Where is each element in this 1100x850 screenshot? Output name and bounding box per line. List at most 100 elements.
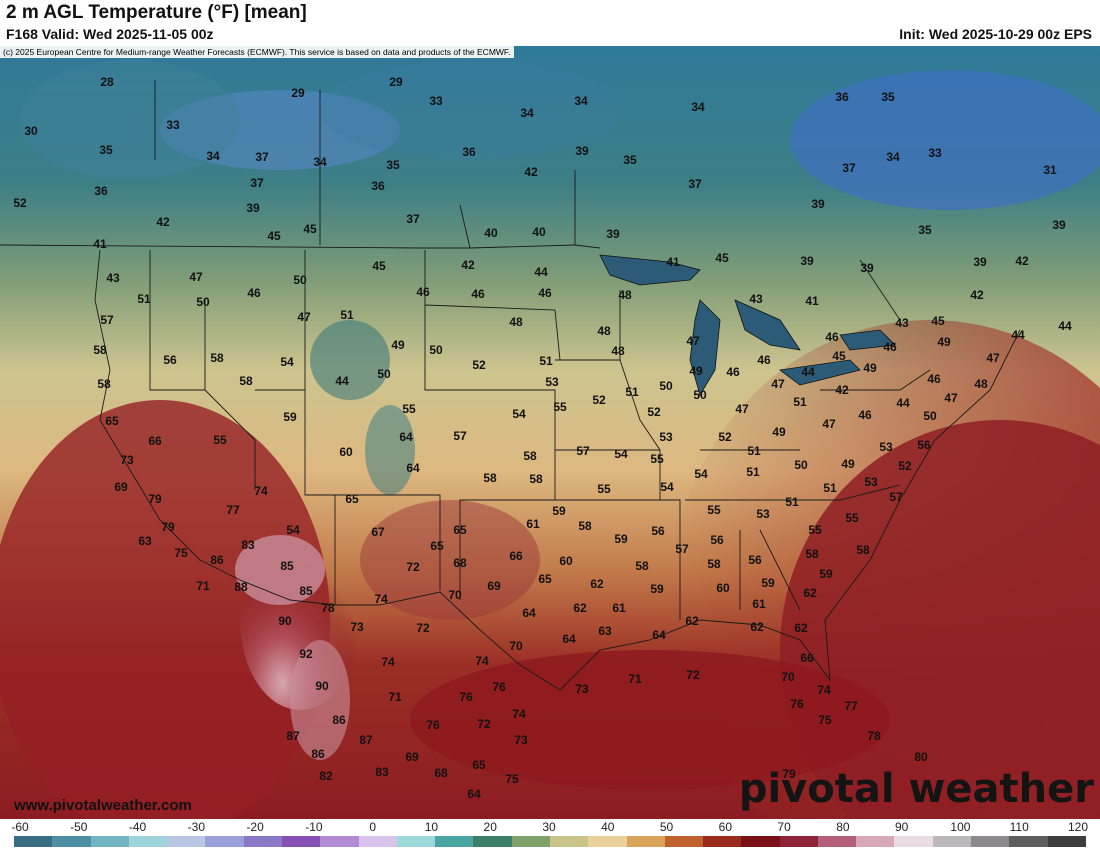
temperature-label: 58: [93, 343, 107, 357]
temperature-label: 37: [255, 150, 269, 164]
temperature-label: 51: [747, 444, 761, 458]
temperature-label: 50: [794, 458, 808, 472]
temperature-label: 88: [234, 580, 248, 594]
temperature-label: 36: [94, 184, 108, 198]
colorbar-segment: [52, 836, 91, 847]
temperature-label: 57: [453, 429, 467, 443]
temperature-label: 47: [771, 377, 785, 391]
temperature-label: 65: [105, 414, 119, 428]
temperature-label: 72: [406, 560, 420, 574]
temperature-label: 56: [651, 524, 665, 538]
temperature-label: 70: [448, 588, 462, 602]
temperature-label: 73: [120, 453, 134, 467]
temperature-label: 69: [487, 579, 501, 593]
borders: [0, 80, 1021, 691]
colorbar-tick-label: 30: [542, 820, 556, 834]
temperature-label: 44: [1011, 328, 1025, 342]
temperature-label: 34: [574, 94, 588, 108]
temperature-label: 67: [371, 525, 385, 539]
temperature-label: 34: [886, 150, 900, 164]
temperature-label: 48: [611, 344, 625, 358]
temperature-label: 77: [844, 699, 858, 713]
temperature-label: 51: [340, 308, 354, 322]
temperature-label: 60: [716, 581, 730, 595]
temperature-label: 37: [406, 212, 420, 226]
temperature-label: 51: [137, 292, 151, 306]
temperature-label: 42: [835, 383, 849, 397]
temperature-label: 49: [937, 335, 951, 349]
temperature-label: 50: [429, 343, 443, 357]
temperature-label: 69: [114, 480, 128, 494]
temperature-label: 41: [93, 237, 107, 251]
temperature-label: 35: [918, 223, 932, 237]
temperature-label: 50: [293, 273, 307, 287]
colorbar-labels: -60 -50 -40 -30 -20 -10 0 10 20 30 40 50 60 70 80 90 100…: [0, 819, 1100, 835]
temperature-label: 54: [614, 447, 628, 461]
temperature-label: 63: [138, 534, 152, 548]
temperature-label: 74: [381, 655, 395, 669]
temperature-label: 58: [523, 449, 537, 463]
temperature-label: 50: [923, 409, 937, 423]
temperature-map[interactable]: 28 29 29 33 34 34 36 35 33 34 30 35 34 37 34 35 36 39 35 34…: [0, 46, 1100, 819]
colorbar-segment: [167, 836, 206, 847]
temperature-label: 49: [391, 338, 405, 352]
temperature-label: 49: [841, 457, 855, 471]
temperature-label: 44: [896, 396, 910, 410]
temperature-label: 79: [148, 492, 162, 506]
temperature-label: 29: [291, 86, 305, 100]
temperature-label: 55: [808, 523, 822, 537]
temperature-label: 40: [484, 226, 498, 240]
map-title: 2 m AGL Temperature (°F) [mean]: [6, 2, 307, 23]
temperature-label: 60: [339, 445, 353, 459]
temperature-label: 52: [647, 405, 661, 419]
temperature-label: 34: [313, 155, 327, 169]
temperature-label: 75: [818, 713, 832, 727]
temperature-label: 45: [372, 259, 386, 273]
temperature-label: 43: [106, 271, 120, 285]
temperature-label: 58: [707, 557, 721, 571]
colorbar-tick-label: -40: [128, 820, 147, 834]
temperature-label: 70: [509, 639, 523, 653]
temperature-label: 47: [686, 334, 700, 348]
temperature-label: 42: [461, 258, 475, 272]
temperature-label: 78: [867, 729, 881, 743]
colorbar-segment: [856, 836, 895, 847]
temperature-label: 57: [889, 490, 903, 504]
temperature-label: 35: [99, 143, 113, 157]
temperature-label: 53: [864, 475, 878, 489]
website-link[interactable]: www.pivotalweather.com: [14, 797, 192, 814]
temperature-label: 59: [650, 582, 664, 596]
temperature-label: 49: [689, 364, 703, 378]
colorbar-segment: [14, 836, 53, 847]
temperature-label: 46: [883, 340, 897, 354]
temperature-label: 48: [618, 288, 632, 302]
temperature-label: 82: [319, 769, 333, 783]
temperature-label: 44: [801, 365, 815, 379]
colorbar-segment: [358, 836, 397, 847]
temperature-label: 72: [477, 717, 491, 731]
temperature-label: 47: [986, 351, 1000, 365]
temperature-label: 92: [299, 647, 313, 661]
temperature-label: 59: [552, 504, 566, 518]
temperature-label: 58: [635, 559, 649, 573]
temperature-label: 33: [166, 118, 180, 132]
temperature-label: 59: [761, 576, 775, 590]
temperature-label: 52: [592, 393, 606, 407]
colorbar-tick-label: 110: [1009, 820, 1029, 834]
temperature-label: 34: [206, 149, 220, 163]
colorbar-segment: [741, 836, 780, 847]
temperature-label: 73: [514, 733, 528, 747]
temperature-label: 57: [576, 444, 590, 458]
temperature-label: 52: [718, 430, 732, 444]
colorbar-segment: [511, 836, 550, 847]
temperature-label: 45: [303, 222, 317, 236]
temperature-label: 59: [819, 567, 833, 581]
temperature-label: 74: [817, 683, 831, 697]
temperature-label: 51: [625, 385, 639, 399]
temperature-label: 39: [800, 254, 814, 268]
temperature-label: 46: [247, 286, 261, 300]
init-time: Init: Wed 2025-10-29 00z EPS: [899, 26, 1092, 42]
temperature-label: 51: [785, 495, 799, 509]
colorbar-segment: [779, 836, 818, 847]
